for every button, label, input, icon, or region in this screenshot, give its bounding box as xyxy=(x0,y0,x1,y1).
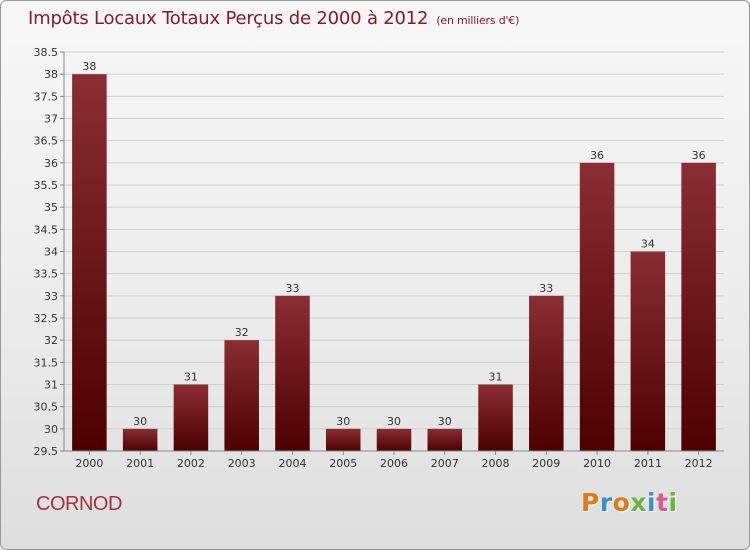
proxiti-logo: Proxiti xyxy=(581,488,678,517)
bar-2006 xyxy=(376,428,412,451)
y-tick-label: 31 xyxy=(44,379,58,392)
logo-letter: o xyxy=(612,488,631,517)
bar-2002 xyxy=(173,384,209,451)
bar-2011 xyxy=(630,251,666,451)
x-tick-label-2010: 2010 xyxy=(583,457,611,470)
x-tick-label-2000: 2000 xyxy=(75,457,103,470)
value-label-2005: 30 xyxy=(336,415,350,428)
x-tick-label-2012: 2012 xyxy=(685,457,713,470)
grid-lines xyxy=(64,51,724,452)
y-tick-label: 33 xyxy=(44,290,58,303)
chart-title: Impôts Locaux Totaux Perçus de 2000 à 20… xyxy=(28,8,519,29)
logo-letter: P xyxy=(581,488,600,517)
y-tick-label: 37 xyxy=(44,113,58,126)
bar-2007 xyxy=(427,428,463,451)
bar-2001 xyxy=(122,428,158,451)
value-label-2000: 38 xyxy=(82,60,96,73)
x-tick-label-2008: 2008 xyxy=(482,457,510,470)
value-label-2002: 31 xyxy=(184,371,198,384)
value-label-2009: 33 xyxy=(539,282,553,295)
x-tick-label-2001: 2001 xyxy=(126,457,154,470)
y-tick-label: 32.5 xyxy=(34,312,59,325)
x-tick-label-2003: 2003 xyxy=(228,457,256,470)
chart-title-unit: (en milliers d'€) xyxy=(436,14,520,27)
value-label-2012: 36 xyxy=(692,149,706,162)
value-label-2006: 30 xyxy=(387,415,401,428)
x-tick-label-2004: 2004 xyxy=(278,457,306,470)
value-label-2004: 33 xyxy=(285,282,299,295)
x-tick-label-2005: 2005 xyxy=(329,457,357,470)
value-label-2010: 36 xyxy=(590,149,604,162)
y-tick-label: 34.5 xyxy=(34,223,59,236)
x-tick-label-2007: 2007 xyxy=(431,457,459,470)
value-label-2001: 30 xyxy=(133,415,147,428)
logo-letter: r xyxy=(599,488,613,517)
logo-letter: i xyxy=(647,488,657,517)
y-tick-label: 34 xyxy=(44,246,58,259)
y-tick-label: 38.5 xyxy=(34,46,59,59)
y-tick-label: 29.5 xyxy=(34,445,59,458)
bar-2005 xyxy=(325,428,361,451)
bar-2003 xyxy=(224,340,259,451)
axes: 29.5 30 30.5 31 31.5 32 32.5 33 33.5 34 34.5 35 35.5… xyxy=(34,46,724,470)
bars xyxy=(72,74,716,452)
city-name: CORNOD xyxy=(36,493,122,515)
y-tick-label: 31.5 xyxy=(34,356,59,369)
y-tick-label: 35 xyxy=(44,201,58,214)
logo-letter: x xyxy=(630,488,647,517)
x-tick-label-2011: 2011 xyxy=(634,457,662,470)
value-label-2003: 32 xyxy=(235,326,249,339)
bar-2009 xyxy=(529,295,564,451)
y-tick-label: 36 xyxy=(44,157,58,170)
y-tick-label: 37.5 xyxy=(34,90,59,103)
bar-2000 xyxy=(72,74,107,452)
data-labels: 38 30 31 32 33 30 30 30 31 33 36 34 36 xyxy=(82,60,705,428)
y-tick-label: 30.5 xyxy=(34,401,59,414)
bar-2012 xyxy=(681,162,716,452)
value-label-2007: 30 xyxy=(438,415,452,428)
y-tick-label: 32 xyxy=(44,334,58,347)
y-tick-label: 38 xyxy=(44,68,58,81)
bar-2004 xyxy=(275,295,310,451)
y-tick-label: 36.5 xyxy=(34,135,59,148)
bar-2010 xyxy=(579,162,615,452)
y-tick-label: 33.5 xyxy=(34,268,59,281)
y-tick-label: 35.5 xyxy=(34,179,59,192)
bar-2008 xyxy=(478,384,513,451)
value-label-2011: 34 xyxy=(641,238,655,251)
y-tick-label: 30 xyxy=(44,423,58,436)
x-tick-label-2009: 2009 xyxy=(532,457,560,470)
logo-letter: i xyxy=(668,488,678,517)
x-tick-label-2006: 2006 xyxy=(380,457,408,470)
value-label-2008: 31 xyxy=(489,371,503,384)
logo-letter: t xyxy=(656,488,669,517)
chart-title-text: Impôts Locaux Totaux Perçus de 2000 à 20… xyxy=(28,8,429,29)
x-tick-label-2002: 2002 xyxy=(177,457,205,470)
